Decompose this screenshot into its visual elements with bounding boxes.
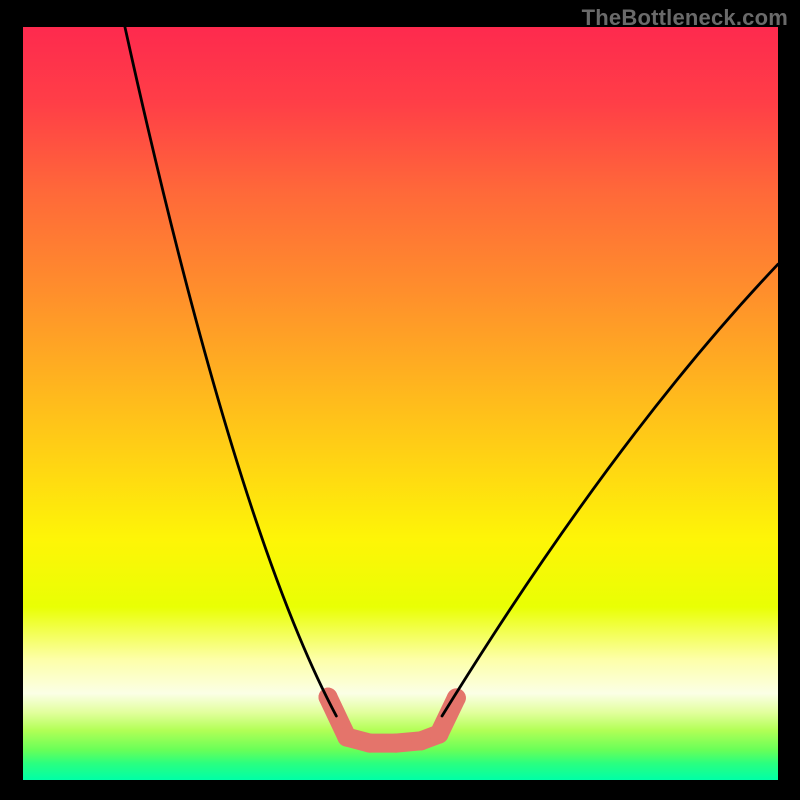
trough-node — [386, 734, 405, 753]
trough-node — [430, 725, 449, 744]
chart-stage: TheBottleneck.com — [0, 0, 800, 800]
trough-node — [411, 731, 430, 750]
trough-node — [360, 734, 379, 753]
plot-background — [23, 27, 778, 780]
bottleneck-chart — [0, 0, 800, 800]
trough-node — [337, 728, 356, 747]
